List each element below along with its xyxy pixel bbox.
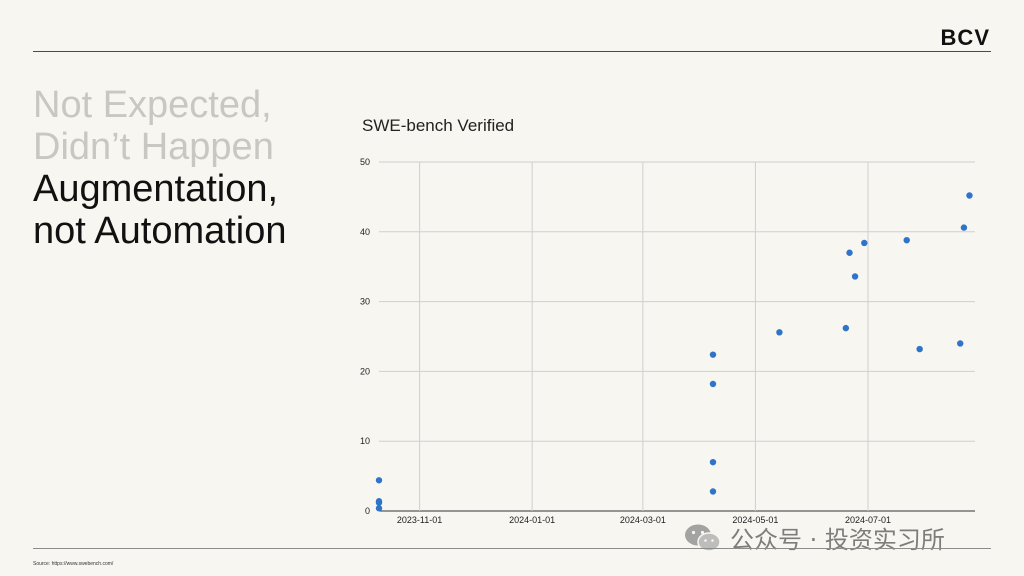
headline-muted-line-1: Not Expected, — [33, 84, 272, 126]
x-tick-label: 2023-11-01 — [397, 515, 442, 525]
chart-grid — [379, 161, 975, 512]
y-tick-label: 10 — [360, 436, 370, 446]
headline-muted-line-2: Didn’t Happen — [33, 126, 274, 168]
x-tick-label: 2024-07-01 — [845, 515, 891, 525]
data-point — [776, 329, 783, 336]
headline-strong-line-2: not Automation — [33, 210, 287, 252]
data-point — [957, 340, 964, 347]
data-point — [916, 345, 923, 353]
y-tick-label: 30 — [360, 297, 370, 307]
data-point — [966, 192, 973, 199]
y-tick-label: 0 — [365, 506, 370, 516]
data-point — [375, 505, 383, 512]
brand-logo: BCV — [940, 25, 990, 50]
watermark-text: 公众号 · 投资实习所 — [730, 526, 945, 554]
data-point — [903, 236, 910, 244]
data-point — [709, 458, 717, 466]
data-points — [375, 192, 973, 512]
source-note: Source: https://www.swebench.com/ — [33, 561, 114, 567]
header-rule — [33, 51, 991, 52]
data-point — [709, 488, 717, 495]
watermark: 公众号 · 投资实习所 — [684, 520, 945, 555]
data-point — [709, 351, 717, 358]
y-axis-ticks: 0 10 20 30 40 50 — [360, 157, 370, 516]
x-tick-label: 2024-03-01 — [620, 515, 666, 525]
scatter-chart: SWE-bench Verified 0 10 20 30 40 50 2023-11-0… — [360, 116, 975, 525]
chart-title: SWE-bench Verified — [362, 116, 514, 135]
y-tick-label: 20 — [360, 366, 370, 376]
wechat-icon — [685, 524, 721, 552]
data-point — [375, 499, 383, 506]
data-point — [709, 380, 717, 388]
data-point — [842, 324, 850, 332]
data-point — [375, 477, 383, 484]
y-tick-label: 50 — [360, 157, 370, 167]
data-point — [861, 239, 868, 247]
footer-rule — [33, 548, 991, 549]
data-point — [846, 249, 853, 256]
headline: Not Expected, Didn’t Happen Augmentation… — [33, 84, 287, 252]
x-tick-label: 2024-05-01 — [732, 515, 778, 525]
headline-strong-line-1: Augmentation, — [33, 168, 279, 210]
x-axis-ticks: 2023-11-01 2024-01-01 2024-03-01 2024-05-01… — [397, 515, 891, 525]
y-tick-label: 40 — [360, 227, 370, 237]
data-point — [960, 224, 968, 231]
x-tick-label: 2024-01-01 — [509, 515, 555, 525]
data-point — [851, 273, 859, 280]
